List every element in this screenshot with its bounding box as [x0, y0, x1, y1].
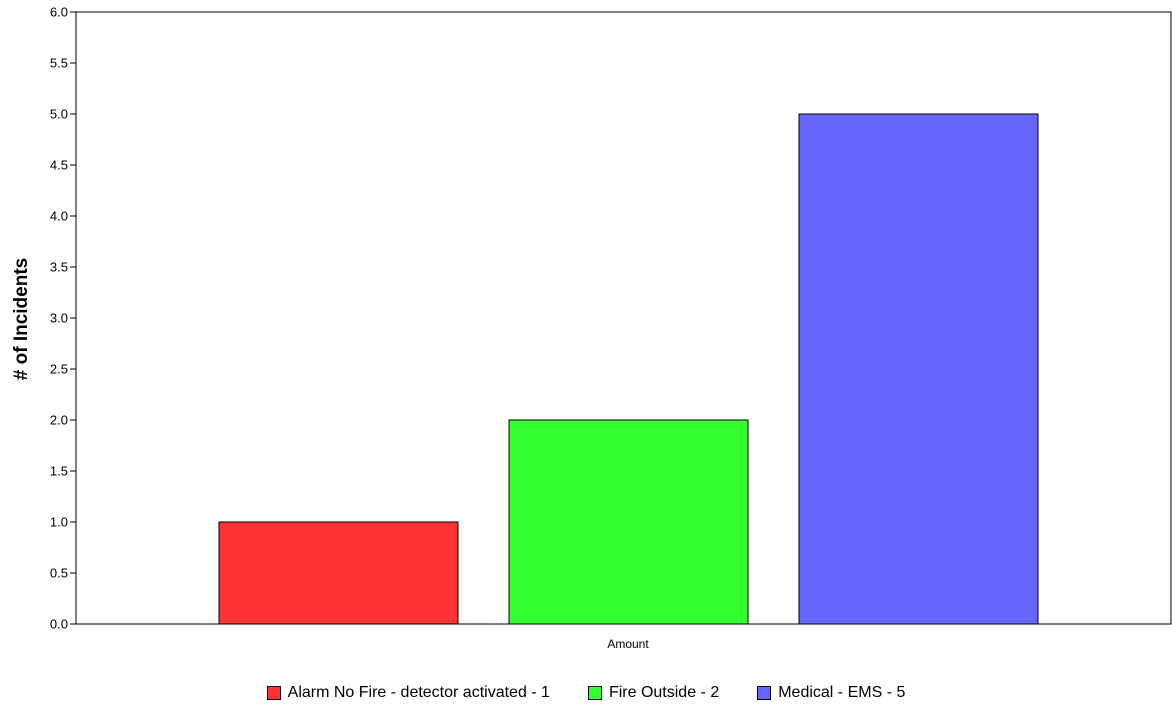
legend-swatch — [266, 686, 281, 700]
legend-item-2: Fire Outside - 2 — [587, 684, 720, 702]
legend-label: Alarm No Fire - detector activated - 1 — [287, 684, 550, 701]
y-axis-title: # of Incidents — [11, 258, 32, 380]
y-tick-label: 4.5 — [50, 158, 68, 173]
x-category-label: Amount — [607, 637, 649, 651]
legend-label: Medical - EMS - 5 — [778, 684, 906, 701]
y-tick-label: 5.5 — [50, 56, 68, 71]
legend-item-3: Medical - EMS - 5 — [757, 684, 905, 702]
y-tick-label: 0.0 — [50, 617, 68, 632]
y-tick-label: 3.0 — [50, 311, 68, 326]
legend-item-1: Alarm No Fire - detector activated - 1 — [266, 684, 550, 702]
y-tick-label: 0.5 — [50, 566, 68, 581]
legend-swatch — [757, 686, 772, 700]
y-tick-label: 2.0 — [50, 413, 68, 428]
y-tick-label: 3.5 — [50, 260, 68, 275]
legend: Alarm No Fire - detector activated - 1 Fi… — [0, 680, 1172, 706]
y-tick-label: 2.5 — [50, 362, 68, 377]
legend-label: Fire Outside - 2 — [608, 684, 720, 701]
y-tick-label: 1.5 — [50, 464, 68, 479]
bar-2 — [508, 419, 749, 625]
bar-1 — [218, 521, 459, 625]
y-axis-ticks: 0.0 0.5 1.0 1.5 2.0 2.5 3.0 3.5 4.0 4.5 5.0 5.5 6.0 — [50, 5, 76, 632]
bars — [218, 113, 1039, 625]
y-tick-label: 6.0 — [50, 5, 68, 20]
bar-chart: 0.00.51.01.52.02.53.03.54.04.55.05.56.0 … — [11, 5, 1172, 651]
y-tick-label: 4.0 — [50, 209, 68, 224]
y-tick-label: 1.0 — [50, 515, 68, 530]
bar-3 — [798, 113, 1039, 625]
legend-swatch — [587, 686, 602, 700]
y-tick-label: 5.0 — [50, 107, 68, 122]
